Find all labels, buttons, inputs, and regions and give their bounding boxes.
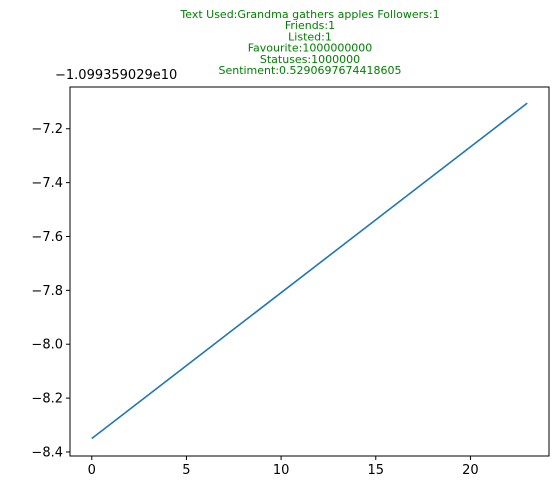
y-tick-label: −7.8 [31, 284, 63, 299]
y-axis: −8.4 −8.2 −8.0 −7.8 −7.6 −7.4 −7.2 [31, 122, 70, 460]
x-tick-label: 0 [88, 463, 96, 478]
y-tick-label: −8.2 [31, 392, 63, 407]
y-tick-label: −8.4 [31, 445, 63, 460]
chart-title-line: Listed:1 [288, 30, 332, 43]
chart-title-line: Text Used:Grandma gathers apples Followe… [179, 8, 439, 21]
x-tick-label: 20 [462, 463, 479, 478]
y-tick-label: −7.2 [31, 122, 63, 137]
x-tick-label: 15 [367, 463, 384, 478]
y-offset-label: −1.099359029e10 [55, 68, 177, 83]
chart-title-line: Sentiment:0.5290697674418605 [218, 64, 401, 77]
chart-title-line: Friends:1 [285, 19, 335, 32]
y-tick-label: −7.6 [31, 230, 63, 245]
chart-title-line: Favourite:1000000000 [248, 42, 373, 55]
y-tick-label: −8.0 [31, 338, 63, 353]
chart-title-line: Statuses:1000000 [260, 53, 360, 66]
y-tick-label: −7.4 [31, 176, 63, 191]
x-tick-label: 5 [182, 463, 190, 478]
x-axis: 0 5 10 15 20 [88, 456, 479, 478]
series-line [91, 102, 528, 440]
x-tick-label: 10 [273, 463, 290, 478]
plot-frame [69, 86, 550, 457]
chart-title: Text Used:Grandma gathers apples Followe… [179, 8, 439, 77]
series-group [91, 102, 528, 440]
